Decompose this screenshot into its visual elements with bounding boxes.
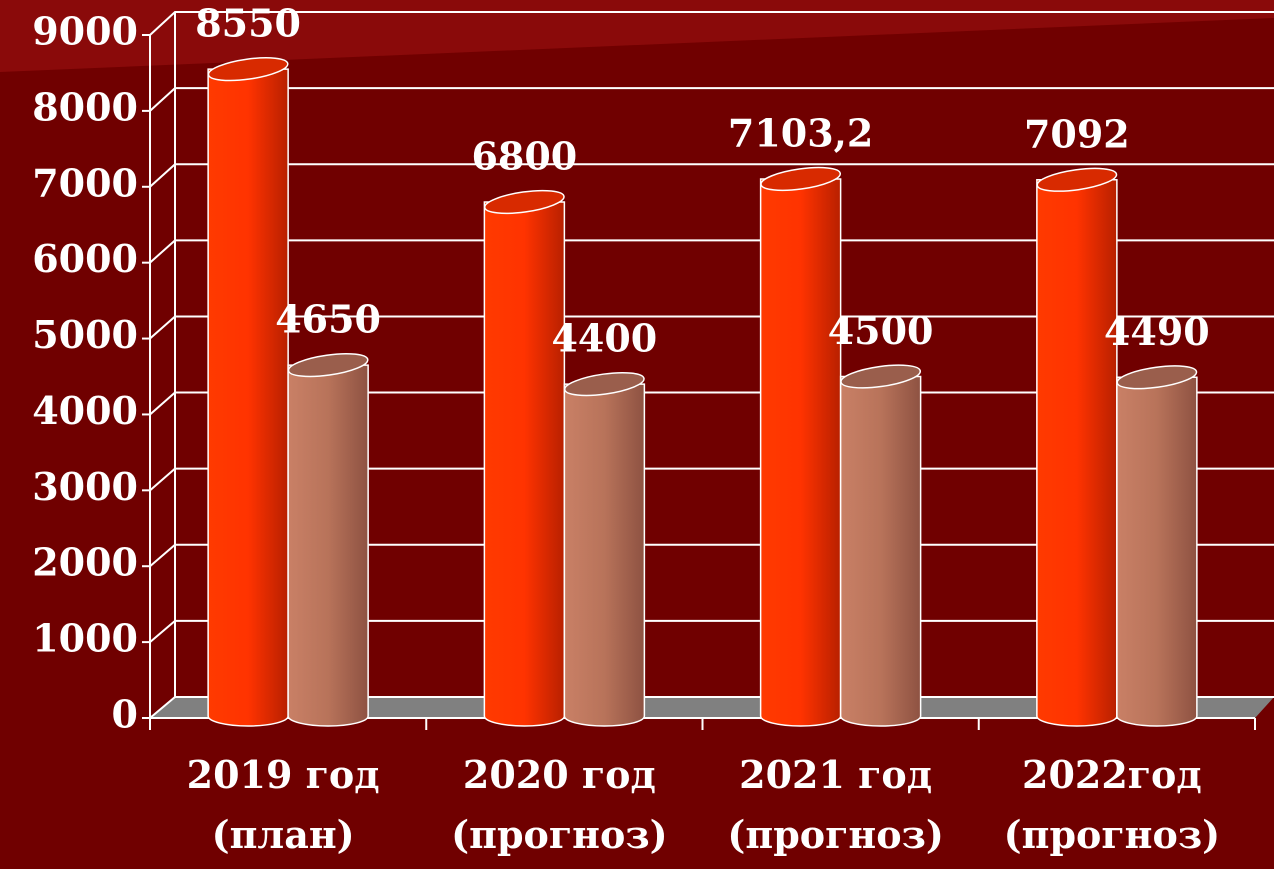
value-label: 7103,2 <box>728 110 873 155</box>
value-label: 8550 <box>195 1 301 46</box>
x-tick-label: 2022год (прогноз) <box>1004 752 1220 857</box>
grid-line <box>149 315 1274 340</box>
y-tick-label: 4000 <box>32 388 138 433</box>
bar <box>207 57 289 727</box>
x-tick-label-line: (прогноз) <box>451 812 667 857</box>
x-tick-label: 2020 год (прогноз) <box>451 752 667 857</box>
value-label: 4490 <box>1104 309 1210 354</box>
value-label: 4400 <box>551 316 657 361</box>
bar-body <box>563 383 646 727</box>
x-tick-label-line: 2021 год <box>739 752 932 797</box>
bar-top <box>760 166 842 192</box>
bar <box>759 166 842 727</box>
bar-top <box>483 189 565 215</box>
x-tick-label-line: (прогноз) <box>1004 812 1220 857</box>
bar-top <box>287 353 369 378</box>
grid-line <box>149 163 1274 188</box>
grid-line <box>149 87 1274 112</box>
y-tick-label: 3000 <box>32 464 138 509</box>
y-tick-label: 5000 <box>32 312 138 357</box>
bar-top <box>1036 167 1118 192</box>
x-tick-label-line: 2022год <box>1022 752 1202 797</box>
background-stripe <box>0 0 1274 72</box>
bar-body <box>839 375 922 727</box>
y-tick-label: 6000 <box>32 236 138 281</box>
bar-body <box>1036 179 1118 727</box>
bar-top <box>207 57 289 82</box>
value-label: 6800 <box>471 133 577 178</box>
x-tick-label: 2021 год (прогноз) <box>727 752 943 857</box>
y-tick-label: 1000 <box>32 616 138 661</box>
y-tick-label: 9000 <box>32 9 138 54</box>
y-tick-label: 7000 <box>32 160 138 205</box>
floor <box>150 697 1274 718</box>
bar-body <box>287 364 369 727</box>
grid-line <box>149 239 1274 264</box>
bar-top <box>1116 365 1198 390</box>
bar <box>563 371 646 727</box>
y-tick-label: 0 <box>112 692 138 737</box>
y-tick-label: 2000 <box>32 540 138 585</box>
grid-line <box>149 11 1274 36</box>
bar <box>1036 167 1118 727</box>
bar <box>839 364 922 727</box>
x-tick-label-line: 2020 год <box>463 752 656 797</box>
value-label: 4500 <box>828 308 934 353</box>
y-tick-label: 8000 <box>32 84 138 129</box>
bar-body <box>207 68 289 727</box>
x-tick-label: 2019 год (план) <box>187 752 380 857</box>
value-label: 7092 <box>1024 111 1130 156</box>
value-label: 4650 <box>275 297 381 342</box>
bar-top <box>563 371 645 397</box>
bar <box>1116 365 1198 727</box>
bar-body <box>483 201 566 727</box>
x-tick-label-line: (план) <box>212 812 355 857</box>
bar-body <box>759 178 842 727</box>
x-tick-label-line: (прогноз) <box>727 812 943 857</box>
bar <box>483 189 566 727</box>
x-tick-label-line: 2019 год <box>187 752 380 797</box>
bar-top <box>840 364 922 389</box>
bar-body <box>1116 376 1198 727</box>
bar <box>287 353 369 727</box>
